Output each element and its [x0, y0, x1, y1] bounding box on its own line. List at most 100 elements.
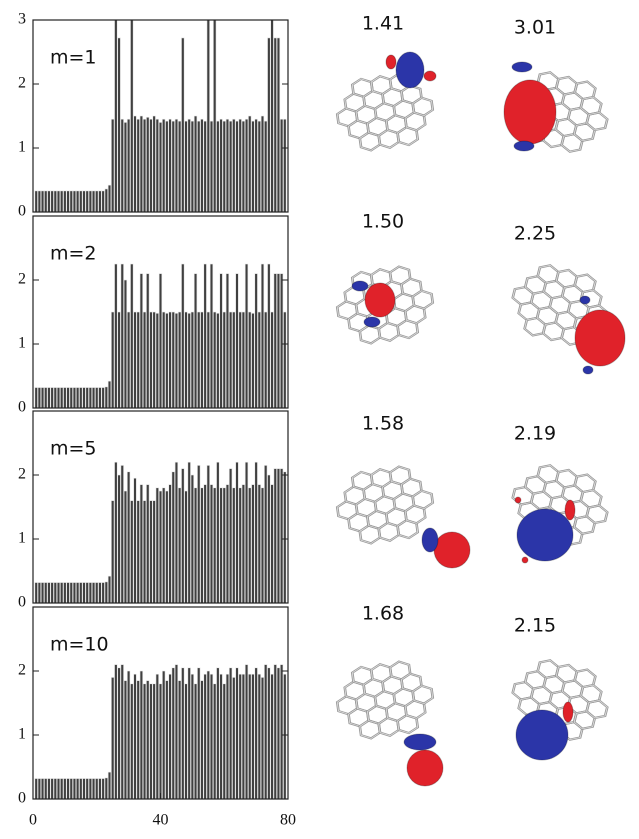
- bar: [223, 121, 226, 212]
- bar: [105, 778, 108, 799]
- y-tick-label: 1: [18, 726, 26, 743]
- bar: [175, 462, 178, 603]
- bar: [169, 485, 172, 603]
- bar: [60, 191, 63, 212]
- carbon-ring: [573, 709, 596, 731]
- bar: [130, 264, 133, 408]
- bar: [220, 274, 223, 408]
- bar: [38, 191, 41, 212]
- carbon-ring: [352, 666, 373, 687]
- bar: [207, 20, 210, 212]
- bar: [64, 191, 67, 212]
- bar: [127, 312, 130, 408]
- bar: [252, 121, 255, 212]
- bar: [277, 469, 280, 603]
- bar: [111, 677, 114, 799]
- bar: [268, 38, 271, 212]
- y-tick-label: 0: [18, 790, 26, 807]
- bar: [127, 472, 130, 603]
- panel-label: m=2: [50, 243, 97, 265]
- bar: [124, 681, 127, 799]
- bar: [178, 488, 181, 603]
- bar: [153, 684, 156, 799]
- bar: [35, 191, 38, 212]
- bar: [60, 388, 63, 408]
- bar: [178, 681, 181, 799]
- bar: [95, 583, 98, 603]
- bar: [99, 779, 102, 799]
- bar: [57, 779, 60, 799]
- isosurface-lobe: [517, 509, 573, 561]
- bar: [73, 388, 76, 408]
- plot-area: [35, 264, 286, 408]
- bar: [166, 491, 169, 603]
- bar: [220, 119, 223, 212]
- bar: [188, 119, 191, 212]
- bar: [57, 388, 60, 408]
- bar: [70, 779, 73, 799]
- isosurface-lobe: [407, 750, 443, 786]
- bar: [229, 312, 232, 408]
- bar: [38, 583, 41, 603]
- bar: [159, 684, 162, 799]
- bar: [201, 119, 204, 212]
- bar: [150, 501, 153, 603]
- bar: [258, 312, 261, 408]
- bar: [248, 116, 251, 212]
- bar: [258, 674, 261, 799]
- bar: [210, 121, 213, 212]
- bar: [60, 583, 63, 603]
- y-tick-label: 0: [18, 203, 26, 220]
- bar: [156, 674, 159, 799]
- orbital-value: 1.50: [362, 211, 404, 233]
- bar: [92, 191, 95, 212]
- bar: [264, 312, 267, 408]
- bar: [143, 312, 146, 408]
- plot-area: [35, 665, 286, 799]
- bar: [44, 388, 47, 408]
- bar: [232, 119, 235, 212]
- bar: [191, 475, 194, 603]
- bar: [181, 469, 184, 603]
- carbon-ring: [401, 672, 422, 693]
- carbon-ring: [412, 684, 433, 705]
- bar: [245, 462, 248, 603]
- bar: [194, 488, 197, 603]
- bar: [118, 312, 121, 408]
- y-tick-label: 3: [18, 11, 26, 28]
- carbon-ring: [586, 503, 609, 525]
- bar: [73, 779, 76, 799]
- bar: [277, 668, 280, 799]
- bar: [41, 191, 44, 212]
- bar: [217, 668, 220, 799]
- bar: [223, 488, 226, 603]
- bar: [48, 583, 51, 603]
- bar: [70, 388, 73, 408]
- bar: [38, 388, 41, 408]
- orbital-value: 3.01: [514, 17, 556, 39]
- bar: [153, 501, 156, 603]
- bar: [274, 274, 277, 408]
- bar: [274, 469, 277, 603]
- bar: [210, 264, 213, 408]
- bar: [143, 501, 146, 603]
- bar: [92, 779, 95, 799]
- bar: [105, 582, 108, 603]
- isosurface-lobe: [364, 317, 380, 327]
- bar: [213, 312, 216, 408]
- bar: [140, 485, 143, 603]
- bar: [137, 501, 140, 603]
- bar: [181, 38, 184, 212]
- bar: [261, 677, 264, 799]
- bar: [134, 674, 137, 799]
- bar: [127, 671, 130, 799]
- bar: [143, 119, 146, 212]
- bar: [188, 668, 191, 799]
- bar: [86, 583, 89, 603]
- bar: [54, 583, 57, 603]
- bar: [223, 684, 226, 799]
- bar: [41, 583, 44, 603]
- y-tick-label: 1: [18, 335, 26, 352]
- panel-label: m=5: [50, 438, 97, 460]
- bar: [111, 119, 114, 212]
